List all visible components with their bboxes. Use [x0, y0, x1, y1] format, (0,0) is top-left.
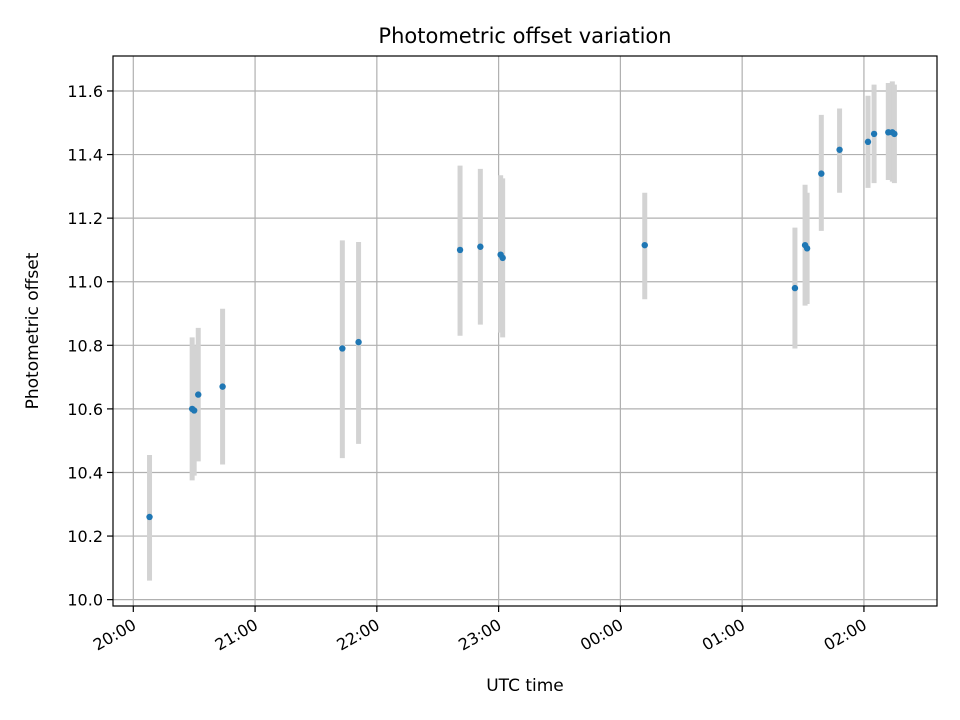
data-point — [836, 146, 843, 153]
y-tick-label: 11.0 — [67, 273, 103, 292]
y-tick-label: 11.6 — [67, 82, 103, 101]
data-point — [339, 345, 346, 352]
data-point — [146, 513, 153, 521]
y-tick-label: 11.4 — [67, 146, 103, 165]
y-tick-label: 10.4 — [67, 463, 103, 482]
data-point — [190, 407, 198, 414]
y-tick-label: 10.8 — [67, 336, 103, 355]
y-tick-label: 10.0 — [67, 591, 103, 610]
data-point — [641, 241, 648, 249]
chart-title: Photometric offset variation — [378, 24, 671, 48]
grid-lines — [113, 56, 937, 606]
data-point — [818, 170, 825, 177]
data-point — [891, 130, 898, 138]
data-point — [803, 245, 811, 252]
plot-frame — [112, 55, 938, 607]
data-point — [870, 130, 878, 138]
data-points — [146, 129, 898, 521]
data-point — [219, 383, 226, 390]
x-tick-label: 23:00 — [455, 615, 504, 655]
data-point — [456, 246, 464, 254]
x-tick-label: 20:00 — [90, 615, 139, 655]
y-axis-label: Photometric offset — [23, 252, 43, 409]
x-tick-label: 22:00 — [333, 615, 382, 655]
x-axis-label: UTC time — [486, 676, 564, 696]
y-tick-label: 10.6 — [67, 400, 103, 419]
y-tick-label: 11.2 — [67, 209, 103, 228]
error-bars — [147, 81, 897, 581]
x-axis-ticks: 20:00 21:00 22:00 23:00 00:00 01:00 02:00 — [90, 606, 870, 655]
x-tick-label: 02:00 — [821, 615, 870, 655]
data-point — [355, 338, 362, 346]
y-axis-ticks: 10.0 10.2 10.4 10.6 10.8 11.0 11.2 11.4 11.6 — [67, 82, 113, 610]
data-point — [864, 138, 872, 146]
data-point — [791, 284, 799, 292]
data-point — [499, 254, 506, 262]
data-point — [195, 391, 202, 398]
x-tick-label: 01:00 — [699, 615, 748, 655]
data-point — [477, 243, 484, 250]
x-tick-label: 00:00 — [577, 615, 626, 655]
y-tick-label: 10.2 — [67, 527, 103, 546]
x-tick-label: 21:00 — [212, 615, 261, 655]
